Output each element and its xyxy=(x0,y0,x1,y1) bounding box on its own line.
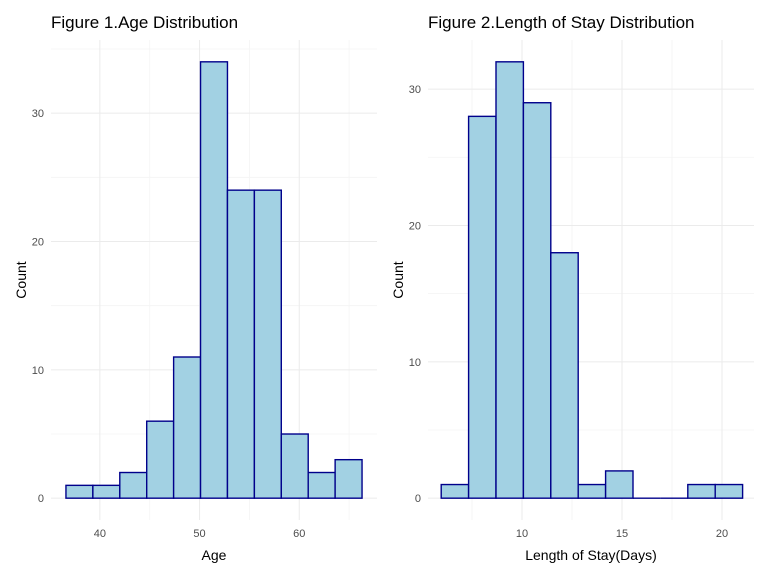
y-tick-label: 0 xyxy=(415,493,421,505)
histogram-bar xyxy=(226,189,256,499)
y-tick-label: 20 xyxy=(409,220,421,232)
histogram-bar xyxy=(604,470,634,499)
y-tick-label: 30 xyxy=(32,108,44,120)
histogram-bar xyxy=(65,484,94,499)
histogram-bar xyxy=(280,433,309,499)
x-tick-label: 40 xyxy=(94,528,106,540)
histogram-bar xyxy=(92,484,121,499)
histogram-bar xyxy=(687,483,716,499)
histogram-bar xyxy=(577,483,607,499)
histogram-bar xyxy=(334,458,363,499)
y-tick-label: 20 xyxy=(32,236,44,248)
chart-title: Figure 1.Age Distribution xyxy=(51,13,238,32)
bars xyxy=(65,61,363,499)
y-tick-label: 10 xyxy=(409,357,421,369)
histogram-bar xyxy=(307,471,336,499)
y-axis-label: Count xyxy=(13,261,29,298)
histogram-bar xyxy=(199,61,229,499)
x-tick-label: 15 xyxy=(616,528,628,540)
histogram-bar xyxy=(522,102,552,499)
chart-title: Figure 2.Length of Stay Distribution xyxy=(428,13,694,32)
histogram-bar xyxy=(172,356,202,499)
histogram-bar xyxy=(495,61,525,499)
x-axis-label: Length of Stay(Days) xyxy=(525,547,657,563)
y-tick-label: 10 xyxy=(32,365,44,377)
tick-labels: 0 10 20 30 10 15 20 xyxy=(409,84,728,540)
histogram-bar xyxy=(253,189,282,499)
histogram-bar xyxy=(146,420,175,499)
histogram-bar xyxy=(467,115,497,499)
y-axis-label: Count xyxy=(390,261,406,298)
tick-labels: 0 10 20 30 40 50 60 xyxy=(32,108,306,540)
histogram-bar xyxy=(714,483,744,499)
x-axis-label: Age xyxy=(202,547,227,563)
x-tick-label: 50 xyxy=(193,528,205,540)
y-tick-label: 30 xyxy=(409,84,421,96)
bars xyxy=(440,61,744,499)
age-histogram-panel: 0 10 20 30 40 50 60 Figure 1.Age Distribution Ag… xyxy=(13,13,377,563)
histogram-bar xyxy=(550,252,579,499)
x-tick-label: 10 xyxy=(516,528,528,540)
histogram-bar xyxy=(119,471,148,499)
stay-histogram-panel: 0 10 20 30 10 15 20 Figure 2.Length of Stay Dis… xyxy=(390,13,754,563)
x-tick-label: 60 xyxy=(293,528,305,540)
x-tick-label: 20 xyxy=(716,528,728,540)
y-tick-label: 0 xyxy=(38,493,44,505)
histogram-bar xyxy=(440,483,470,499)
